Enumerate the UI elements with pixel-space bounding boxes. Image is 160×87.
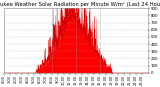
Title: Milwaukee Weather Solar Radiation per Minute W/m² (Last 24 Hours): Milwaukee Weather Solar Radiation per Mi… xyxy=(0,2,160,7)
